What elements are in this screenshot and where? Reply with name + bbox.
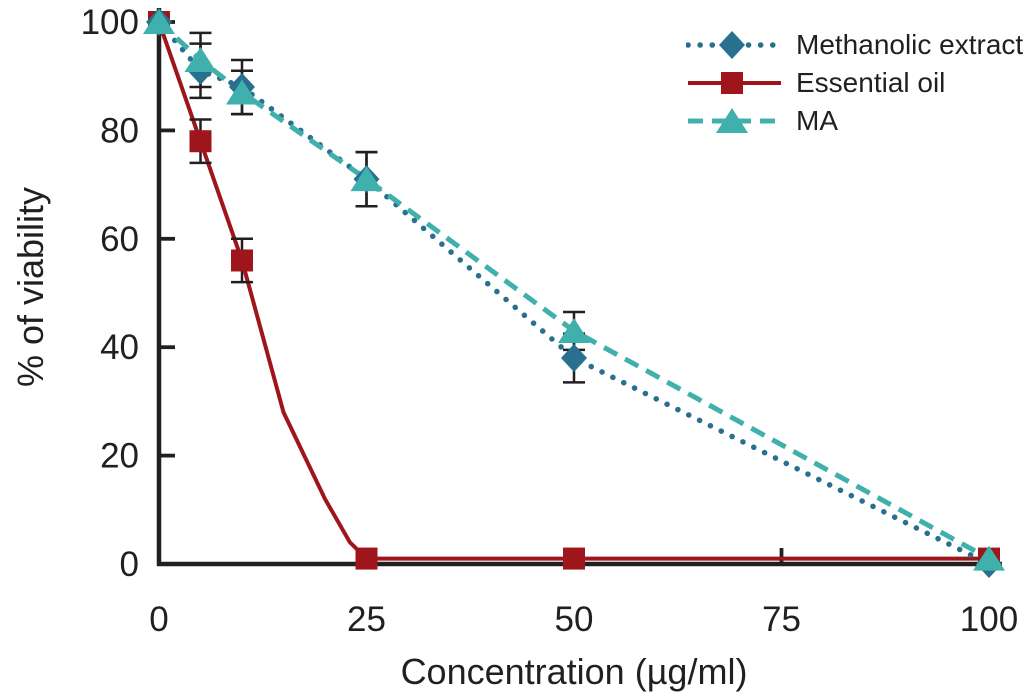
x-tick-label: 75: [762, 600, 801, 639]
legend-marker-square: [721, 72, 743, 94]
legend-diamond-swatch: [686, 31, 783, 59]
legend-item-methanolic-extract: Methanolic extract: [686, 26, 1023, 64]
x-tick-label: 50: [555, 600, 594, 639]
legend-item-ma: MA: [686, 102, 1023, 140]
y-tick-label: 20: [100, 437, 139, 476]
y-tick-label: 100: [81, 3, 139, 42]
series-line-essential-oil: [157, 21, 989, 561]
x-tick-label: 25: [347, 600, 386, 639]
marker-essential-oil: [189, 130, 212, 153]
marker-ma: [558, 317, 590, 343]
y-tick-label: 60: [100, 220, 139, 259]
marker-essential-oil: [231, 249, 253, 272]
marker-ma: [973, 545, 1005, 571]
legend: Methanolic extract Essential oil MA: [686, 26, 1023, 140]
y-tick-label: 0: [120, 545, 139, 584]
legend-label: MA: [796, 105, 838, 136]
legend-square-swatch: [688, 72, 781, 94]
legend-triangle-swatch: [688, 108, 781, 133]
marker-ma: [143, 9, 175, 34]
legend-marker-diamond: [719, 31, 745, 59]
y-tick-label: 40: [100, 328, 139, 367]
x-tick-label: 100: [960, 600, 1018, 639]
marker-ma: [350, 166, 383, 192]
x-axis-title: Concentration (µg/ml): [401, 651, 748, 692]
marker-essential-oil: [563, 547, 585, 570]
y-axis-title: % of viability: [10, 187, 51, 387]
legend-item-essential-oil: Essential oil: [686, 64, 1023, 102]
marker-ma: [226, 79, 258, 105]
x-tick-label: 0: [149, 600, 168, 639]
marker-ma: [184, 46, 217, 72]
marker-methanolic-extract: [561, 344, 587, 373]
marker-essential-oil: [355, 547, 378, 570]
series-line-methanolic-extract: [156, 19, 992, 567]
y-tick-label: 80: [100, 111, 139, 150]
legend-label: Essential oil: [796, 67, 946, 98]
legend-marker-triangle: [716, 108, 748, 133]
legend-label: Methanolic extract: [796, 29, 1024, 60]
